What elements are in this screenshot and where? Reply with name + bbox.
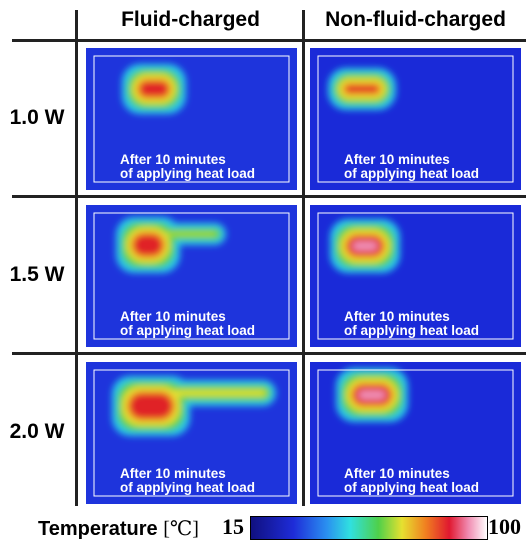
caption-line: After 10 minutes [120, 310, 255, 324]
row-label: 1.0 W [0, 106, 74, 130]
unit: [℃] [163, 518, 199, 540]
caption-line: After 10 minutes [120, 153, 255, 167]
caption-line: of applying heat load [120, 167, 255, 181]
heat-layer [140, 82, 168, 96]
divider [12, 352, 526, 355]
label-text: Temperature [38, 518, 158, 540]
heat-layer [134, 235, 162, 255]
heat-layer [353, 242, 378, 251]
column-header: Fluid-charged [78, 8, 303, 32]
heat-spot [328, 68, 396, 110]
heat-spot [336, 368, 408, 422]
caption-line: of applying heat load [344, 481, 479, 495]
heat-layer [166, 390, 266, 396]
caption-line: After 10 minutes [120, 467, 255, 481]
heat-spot [122, 64, 186, 114]
caption-line: of applying heat load [344, 324, 479, 338]
colorbar [250, 516, 488, 540]
figure: Fluid-charged Non-fluid-charged Temperat… [0, 0, 526, 540]
colorbar-min: 15 [222, 514, 244, 540]
caption-line: of applying heat load [344, 167, 479, 181]
heat-layer [359, 391, 386, 400]
caption-line: After 10 minutes [344, 467, 479, 481]
divider [12, 39, 526, 42]
row-label: 2.0 W [0, 420, 74, 444]
row-label: 1.5 W [0, 263, 74, 287]
colorbar-max: 100 [488, 514, 521, 540]
caption-line: of applying heat load [120, 481, 255, 495]
heat-layer [346, 86, 378, 92]
caption-line: After 10 minutes [344, 153, 479, 167]
heat-spot [330, 219, 400, 273]
divider [75, 10, 78, 506]
heat-layer [130, 394, 172, 418]
heat-layer [156, 233, 216, 235]
column-header: Non-fluid-charged [305, 8, 526, 32]
divider [12, 195, 526, 198]
colorbar-label: Temperature [℃] [38, 516, 199, 540]
caption-line: After 10 minutes [344, 310, 479, 324]
caption-line: of applying heat load [120, 324, 255, 338]
divider [302, 10, 305, 506]
